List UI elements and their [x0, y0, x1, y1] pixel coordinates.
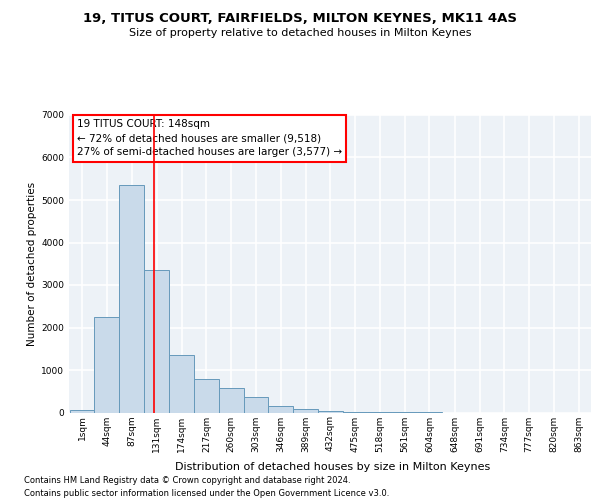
Text: Distribution of detached houses by size in Milton Keynes: Distribution of detached houses by size …: [175, 462, 491, 472]
Bar: [293, 408, 318, 412]
Bar: [244, 397, 268, 412]
Y-axis label: Number of detached properties: Number of detached properties: [27, 182, 37, 346]
Bar: [219, 388, 244, 412]
Text: Contains public sector information licensed under the Open Government Licence v3: Contains public sector information licen…: [24, 489, 389, 498]
Text: Contains HM Land Registry data © Crown copyright and database right 2024.: Contains HM Land Registry data © Crown c…: [24, 476, 350, 485]
Text: Size of property relative to detached houses in Milton Keynes: Size of property relative to detached ho…: [129, 28, 471, 38]
Bar: [318, 410, 343, 412]
Bar: [94, 317, 119, 412]
Bar: [119, 185, 144, 412]
Bar: [268, 406, 293, 412]
Text: 19 TITUS COURT: 148sqm
← 72% of detached houses are smaller (9,518)
27% of semi-: 19 TITUS COURT: 148sqm ← 72% of detached…: [77, 120, 342, 158]
Bar: [169, 355, 194, 412]
Bar: [70, 410, 94, 412]
Bar: [145, 270, 169, 412]
Text: 19, TITUS COURT, FAIRFIELDS, MILTON KEYNES, MK11 4AS: 19, TITUS COURT, FAIRFIELDS, MILTON KEYN…: [83, 12, 517, 26]
Bar: [194, 378, 219, 412]
